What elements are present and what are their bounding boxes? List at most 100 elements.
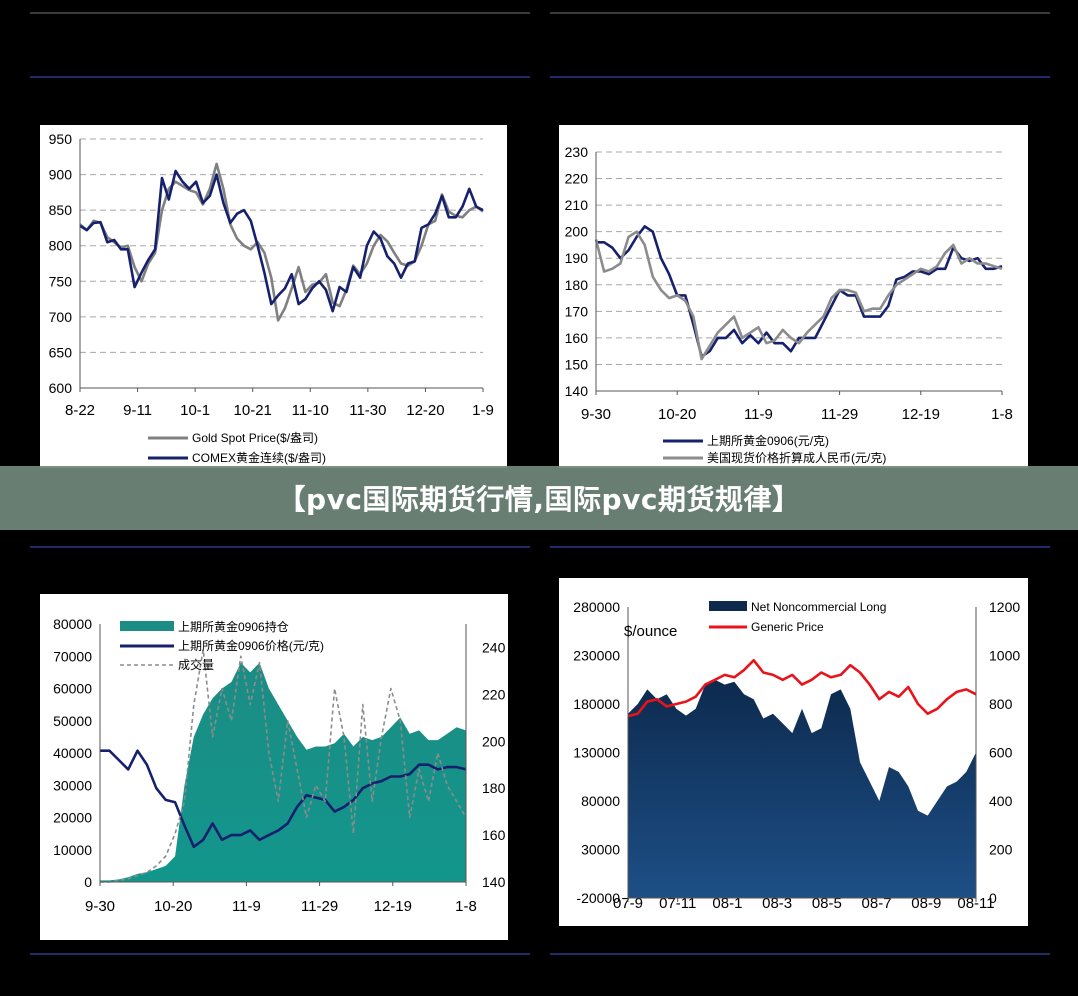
x-tick-label: 10-1 [180, 402, 210, 419]
y-tick-label: 80000 [53, 616, 92, 632]
y-tick-label: 190 [565, 250, 589, 266]
x-tick-label: 12-19 [374, 898, 412, 915]
y-tick-label: 130000 [573, 745, 620, 761]
x-tick-label: 08-5 [812, 895, 842, 912]
legend-label: COMEX黄金连续($/盎司) [192, 450, 326, 465]
x-tick-label: 11-9 [744, 406, 773, 423]
divider-line [550, 12, 1050, 14]
y-tick-label: 30000 [53, 777, 92, 793]
y-tick-label: 140 [565, 383, 589, 399]
y-tick-label: 50000 [53, 713, 92, 729]
y-tick-label: 750 [49, 273, 73, 289]
y-tick-label: 850 [49, 202, 73, 218]
x-tick-label: 8-22 [65, 402, 95, 419]
title-banner: 【pvc国际期货行情,国际pvc期货规律】 [0, 466, 1078, 530]
y-tick-label: 600 [49, 380, 73, 396]
x-tick-label: 08-7 [862, 895, 892, 912]
chart-shfe-vs-us-spot: 140 150 160 170 180 190 200 210 220 230 9-30 10-20 1… [565, 144, 1013, 465]
y-axis-label: $/ounce [624, 623, 677, 640]
y2-tick-label: 1000 [989, 648, 1020, 664]
y-tick-label: 0 [84, 874, 92, 890]
chart-gold-spot-vs-comex: 600 650 700 750 800 850 900 950 8-22 9-11 10-1 10-2… [49, 131, 494, 465]
divider-line [30, 546, 530, 548]
x-tick-label: 11-10 [292, 402, 329, 419]
divider-line [30, 76, 530, 78]
x-tick-label: 9-11 [123, 402, 152, 419]
net-noncommercial-chart-panel: -20000 30000 80000 130000 180000 230000 280000… [559, 578, 1028, 926]
y-tick-label: 30000 [581, 842, 620, 858]
divider-line [550, 546, 1050, 548]
x-tick-label: 08-11 [957, 895, 994, 912]
legend-label: 美国现货价格折算成人民币(元/克) [707, 450, 886, 465]
x-tick-label: 12-19 [902, 406, 940, 423]
y-tick-label: 10000 [53, 842, 92, 858]
line-series [627, 659, 977, 718]
y-tick-label: 70000 [53, 648, 92, 664]
y-tick-label: 220 [565, 171, 589, 187]
divider-line [30, 12, 530, 14]
x-tick-label: 12-20 [406, 402, 444, 419]
x-tick-label: 10-20 [154, 898, 192, 915]
y-tick-label: 800 [49, 238, 73, 254]
chart-shfe-open-interest: 0 10000 20000 30000 40000 50000 60000 70000 8000… [53, 616, 506, 915]
legend-label: Generic Price [751, 620, 824, 634]
legend-label: 上期所黄金0906持仓 [178, 619, 289, 634]
y-tick-label: -20000 [576, 890, 620, 906]
y2-tick-label: 600 [989, 745, 1013, 761]
y-tick-label: 150 [565, 356, 589, 372]
divider-line [550, 76, 1050, 78]
legend-label: 上期所黄金0906(元/克) [707, 433, 829, 448]
x-tick-label: 1-8 [991, 406, 1013, 423]
y2-tick-label: 800 [989, 696, 1013, 712]
y2-tick-label: 400 [989, 793, 1013, 809]
shfe-open-interest-chart-panel: 0 10000 20000 30000 40000 50000 60000 70000 8000… [40, 594, 508, 940]
x-tick-label: 11-29 [301, 898, 338, 915]
y-tick-label: 60000 [53, 681, 92, 697]
y-tick-label: 210 [565, 197, 589, 213]
x-tick-label: 07-11 [659, 895, 696, 912]
area-series [100, 662, 466, 882]
x-tick-label: 9-30 [85, 898, 115, 915]
line-series [100, 649, 467, 883]
area-series [628, 679, 976, 898]
y-tick-label: 40000 [53, 745, 92, 761]
x-tick-label: 1-9 [472, 402, 494, 419]
legend-label: Net Noncommercial Long [751, 600, 886, 614]
line-series [79, 162, 484, 322]
y-tick-label: 230 [565, 144, 589, 160]
divider-line [30, 953, 530, 955]
line-series [594, 230, 1003, 361]
x-tick-label: 9-30 [581, 406, 611, 423]
y2-tick-label: 220 [482, 686, 506, 702]
shfe-vs-us-spot-chart-panel: 140 150 160 170 180 190 200 210 220 230 9-30 10-20 1… [559, 125, 1028, 468]
legend-swatch [709, 601, 747, 611]
x-tick-label: 08-1 [712, 895, 742, 912]
x-tick-label: 11-9 [232, 898, 261, 915]
legend-swatch [120, 621, 174, 631]
y-tick-label: 900 [49, 167, 73, 183]
legend-label: 成交量 [178, 657, 214, 672]
y-tick-label: 170 [565, 303, 589, 319]
y-tick-label: 280000 [573, 599, 620, 615]
y-tick-label: 950 [49, 131, 73, 147]
x-tick-label: 10-21 [234, 402, 272, 419]
line-series [100, 749, 467, 849]
y-tick-label: 230000 [573, 648, 620, 664]
y2-tick-label: 180 [482, 780, 506, 796]
x-tick-label: 07-9 [613, 895, 643, 912]
y-tick-label: 650 [49, 344, 73, 360]
x-tick-label: 08-9 [911, 895, 941, 912]
y2-tick-label: 240 [482, 639, 506, 655]
y-tick-label: 20000 [53, 810, 92, 826]
banner-title: 【pvc国际期货行情,国际pvc期货规律】 [277, 483, 801, 516]
x-tick-label: 10-20 [658, 406, 696, 423]
legend-label: Gold Spot Price($/盎司) [192, 431, 318, 445]
x-tick-label: 11-30 [349, 402, 386, 419]
y2-tick-label: 160 [482, 827, 506, 843]
y-tick-label: 700 [49, 309, 73, 325]
legend-label: 上期所黄金0906价格(元/克) [178, 638, 324, 653]
y2-tick-label: 200 [482, 733, 506, 749]
divider-line [550, 953, 1050, 955]
y-tick-label: 180000 [573, 696, 620, 712]
x-tick-label: 11-29 [821, 406, 858, 423]
